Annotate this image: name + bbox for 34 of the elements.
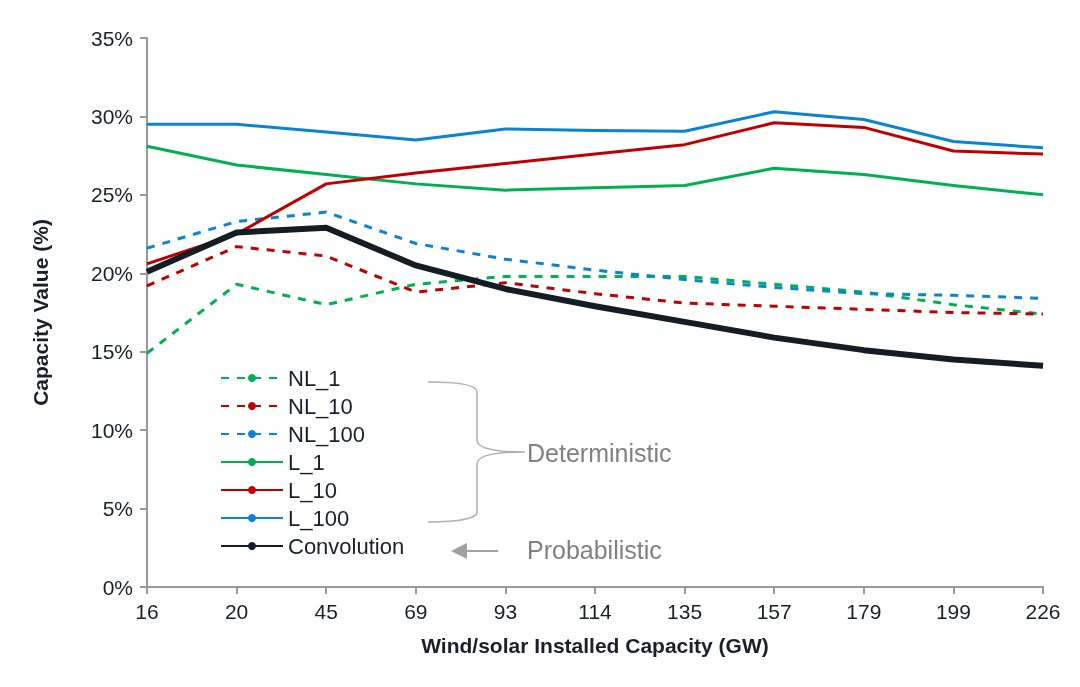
legend-label: L_10 <box>288 477 337 503</box>
x-tick-label: 93 <box>493 600 518 623</box>
x-tick-label: 114 <box>578 600 613 623</box>
x-tick-label: 226 <box>1025 600 1061 623</box>
legend-label: L_100 <box>288 505 350 531</box>
y-tick-label: 0% <box>102 575 133 599</box>
y-tick-label: 35% <box>90 26 133 50</box>
x-tick-label: 20 <box>224 600 249 623</box>
x-axis-title: Wind/solar Installed Capacity (GW) <box>421 634 769 657</box>
y-tick-label: 25% <box>90 183 133 207</box>
annotation: Probabilistic <box>527 536 662 564</box>
y-tick-label: 5% <box>102 497 133 521</box>
y-tick-label: 15% <box>90 340 133 364</box>
line-series <box>145 144 1045 197</box>
legend-label: NL_100 <box>288 421 366 447</box>
x-tick-label: 179 <box>846 600 882 623</box>
x-tick-label: 135 <box>667 600 703 623</box>
x-tick-label: 199 <box>935 600 971 623</box>
line-series <box>145 110 1045 150</box>
legend-label: L_1 <box>288 449 325 475</box>
x-tick-label: 157 <box>756 600 792 623</box>
line-series <box>145 245 1045 316</box>
y-tick-label: 20% <box>90 261 133 285</box>
legend-label: NL_1 <box>288 365 341 391</box>
y-axis-title: Capacity Value (%) <box>29 219 52 406</box>
legend-label: NL_10 <box>288 393 353 419</box>
x-tick-label: 69 <box>404 600 428 623</box>
x-tick-label: 45 <box>314 600 338 623</box>
annotation: Deterministic <box>527 439 672 467</box>
y-tick-label: 10% <box>90 418 133 442</box>
legend-label: Convolution <box>288 533 405 559</box>
x-tick-label: 16 <box>135 600 159 623</box>
y-tick-label: 30% <box>90 104 133 128</box>
line-series <box>145 121 1045 266</box>
